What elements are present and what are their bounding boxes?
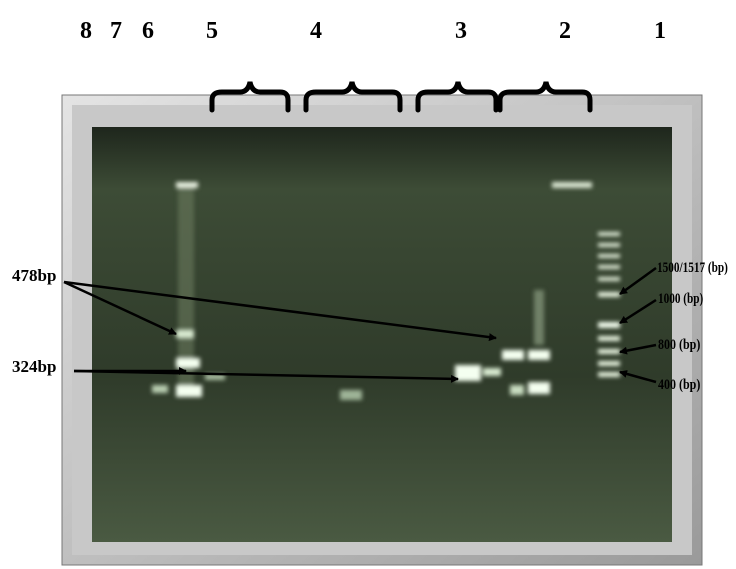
lane-number: 7 [110,18,122,44]
brace [497,81,593,113]
bands [152,182,620,400]
ladder-band [598,336,620,341]
band [455,365,481,381]
ladder-band [598,232,620,236]
arrow [619,370,657,384]
ladder-label: 1000 (bp) [658,289,703,306]
band [528,350,550,360]
well [176,182,198,188]
band [510,385,524,395]
band [152,385,168,393]
arrow [619,298,657,325]
lane-number: 4 [310,18,322,44]
band [483,368,501,376]
ladder-band [598,361,620,366]
band [340,390,362,400]
ladder-label: 400 (bp) [658,376,700,394]
ladder-band [598,349,620,354]
ladder-band [598,277,620,281]
brace [209,81,291,113]
arrow [73,369,459,383]
lane-number: 2 [559,18,571,44]
lane-number: 5 [206,18,218,44]
ladder-band [598,254,620,258]
band [502,350,524,360]
lane-number: 8 [80,18,92,44]
ladder-label: 1500/1517 (bp) [657,258,728,275]
brace [303,81,403,113]
band-label: 478bp [12,266,56,285]
well [552,182,592,188]
band [528,382,550,394]
ladder-band [598,292,620,297]
brace [415,81,499,113]
arrows [63,266,657,384]
band-label: 324bp [12,357,56,376]
ladder-band [598,322,620,328]
lane-number: 3 [455,18,467,44]
lane-number: 6 [142,18,154,44]
lane-numbers: 8 7 6 5 4 3 2 1 [80,18,666,44]
arrow [619,343,657,355]
lane-number: 1 [654,18,666,44]
ladder-label: 800 (bp) [658,336,700,354]
arrow [619,266,657,296]
band [176,358,200,368]
arrow [63,280,177,336]
band [176,385,202,397]
band [176,330,194,338]
ladder-band [598,265,620,269]
smear [534,290,544,345]
braces [209,81,593,113]
ladder-band [598,372,620,377]
ladder-band [598,243,620,247]
arrow [63,280,497,342]
band [205,374,225,380]
